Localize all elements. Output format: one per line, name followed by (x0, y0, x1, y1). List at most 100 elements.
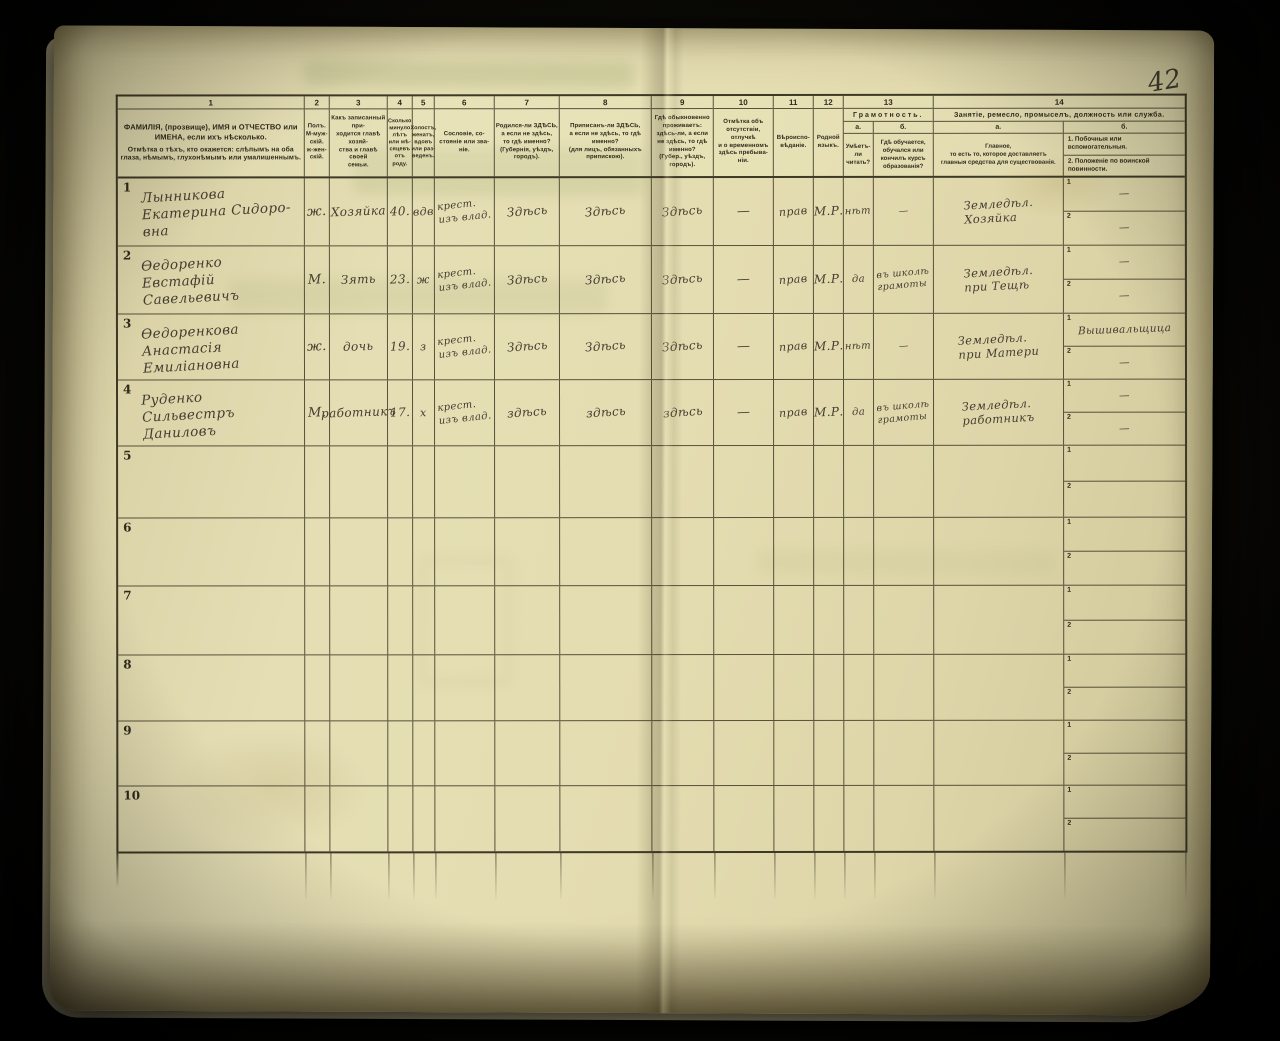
sex-cell (305, 655, 331, 721)
name-entry: Ѳедоренко Евстафій Савельевичъ (140, 254, 240, 309)
occupation-entry: Земледѣл. при Тещѣ (962, 263, 1034, 296)
absence-cell: — (713, 246, 774, 314)
resides-entry: Здѣсь (661, 270, 704, 288)
sex-entry: ж. (306, 203, 327, 220)
absence-cell (714, 518, 775, 586)
column-literacy: 13 Грамотность. а. Умѣетъ- ли читать? б.… (843, 95, 934, 177)
language-cell (814, 786, 845, 852)
header-relation: Какъ записанный при- ходится главѣ хозяй… (331, 115, 386, 169)
marital-cell: вдв (413, 178, 435, 246)
absence-entry: — (736, 338, 751, 354)
side1-entry: — (1118, 187, 1130, 201)
registered-cell: Здѣсь (559, 178, 652, 246)
relation-cell (330, 786, 389, 852)
relation-entry: работникъ (320, 404, 397, 421)
side2-entry: — (1118, 422, 1131, 435)
ruled-line-end (495, 853, 560, 899)
education-cell (874, 786, 935, 852)
education-cell: — (873, 178, 934, 246)
census-sheet: 42 1 ФАМИЛІЯ, (прозвище), ИМЯ и ОТЧЕСТВО… (49, 25, 1215, 1016)
sex-cell (305, 446, 331, 518)
language-cell: М.Р. (813, 314, 845, 380)
resides-cell (652, 586, 715, 655)
language-cell (814, 721, 845, 786)
header-surname-note: Отмѣтка о тѣхъ, кто окажется: слѣпымъ на… (120, 145, 302, 162)
reads-cell (844, 446, 875, 518)
relation-cell (330, 655, 389, 721)
name-cell: 6 (118, 518, 306, 586)
header-reads: Умѣетъ- ли читать? (845, 143, 871, 167)
ruled-line-end (774, 853, 814, 899)
ruled-line-ends (118, 853, 1187, 900)
column-occupation: 14 Занятіе, ремесло, промыселъ, должност… (933, 95, 1185, 177)
side-occupation-cell: 1—2— (1064, 380, 1186, 446)
reads-cell: нѣт (843, 314, 875, 380)
language-entry: М.Р. (813, 203, 844, 219)
absence-entry: — (736, 404, 751, 420)
occupation-entry: Земледѣл. Хозяйка (962, 195, 1034, 228)
sex-cell (305, 586, 331, 655)
census-row: 4 Руденко Сильвестръ Даниловъ М. работникъ 1… (118, 379, 1186, 447)
column-registered-here: 8 Приписанъ-ли ЗДѢСЬ, а если не здѣсь, т… (559, 96, 652, 177)
religion-cell (774, 655, 815, 721)
relation-cell (330, 721, 389, 786)
education-cell (874, 655, 935, 721)
resides-cell (652, 786, 715, 852)
marital-cell: ж (412, 246, 435, 314)
side-occupation-cell: 1—2— (1063, 178, 1185, 246)
religion-cell (774, 586, 815, 655)
name-entry: Руденко Сильвестръ Даниловъ (140, 389, 236, 443)
marital-cell (413, 586, 436, 655)
side1-entry: Вышивальщица (1077, 321, 1172, 338)
name-cell: 5 (118, 446, 306, 518)
resides-entry: Здѣсь (661, 337, 704, 355)
sex-cell (305, 786, 331, 852)
religion-cell: прав (774, 380, 815, 446)
side-occupation-subcell: 2 (1064, 686, 1186, 721)
row-number: 7 (123, 588, 132, 603)
name-cell: 10 (118, 786, 306, 852)
age-cell (388, 586, 414, 655)
row-number: 9 (123, 723, 132, 738)
subrow-number: 2 (1067, 820, 1072, 828)
side-occupation-subcell: 1 (1064, 586, 1185, 620)
age-cell (388, 518, 414, 586)
column-sex: 2 Полъ. М-муж- скій. ж-жен- скій. (304, 96, 330, 177)
side-occupation-subcell: 2 (1064, 619, 1186, 655)
column-number: 7 (494, 96, 559, 110)
born-cell (495, 655, 561, 721)
occupation-entry: Земледѣл. работникъ (961, 396, 1036, 429)
sex-cell: ж. (304, 178, 330, 246)
estate-entry: крест. изъ влад. (436, 399, 493, 427)
header-sex: Полъ. М-муж- скій. ж-жен- скій. (305, 123, 328, 161)
marital-cell (413, 786, 436, 852)
occupation-cell: Земледѣл. работникъ (934, 380, 1065, 446)
column-resides: 9 Гдѣ обыкновенно проживаетъ: здѣсь-ли, … (651, 96, 714, 177)
education-cell (874, 518, 935, 586)
estate-entry: крест. изъ влад. (436, 333, 492, 361)
ruled-line-end (874, 853, 934, 899)
education-cell (874, 721, 935, 786)
occupation-cell: Земледѣл. при Матери (933, 314, 1065, 380)
side-occupation-subcell: 2— (1063, 345, 1186, 380)
subrow-number: 1 (1067, 447, 1071, 455)
subcolumn-letter: б. (1063, 121, 1185, 134)
age-cell: 17. (388, 380, 414, 446)
occupation-cell (934, 721, 1065, 786)
reads-cell (844, 721, 875, 786)
language-cell: М.Р. (813, 380, 845, 446)
ruled-line-end (330, 854, 388, 900)
education-cell: — (873, 314, 935, 380)
name-cell: 9 (118, 721, 306, 786)
born-cell: Здѣсь (494, 178, 560, 246)
estate-cell: крест. изъ влад. (434, 314, 496, 380)
reads-cell: да (843, 246, 874, 314)
registered-entry: Здѣсь (584, 338, 627, 355)
born-cell (495, 518, 561, 586)
ruled-line-end (814, 853, 844, 899)
column-language: 12 Родной языкъ. (813, 95, 844, 177)
